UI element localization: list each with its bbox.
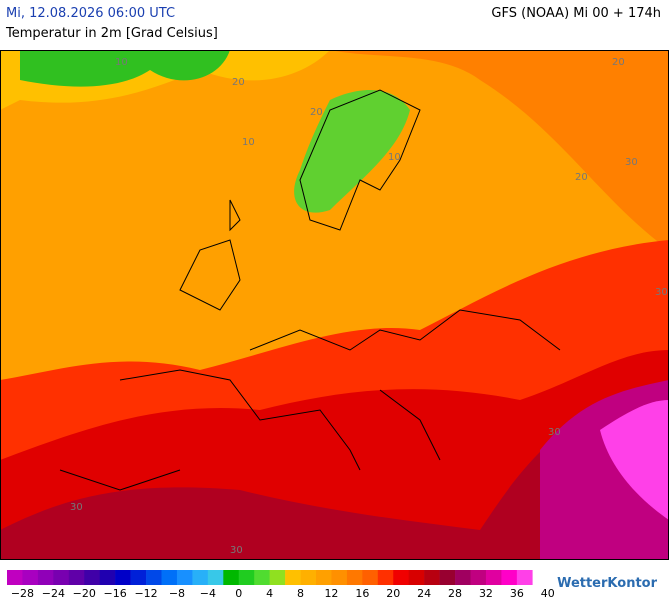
legend-swatch <box>115 570 131 585</box>
legend-label: −20 <box>73 587 96 600</box>
legend-swatch <box>192 570 209 585</box>
legend-swatch <box>501 570 518 585</box>
contour-label: 30 <box>230 545 243 556</box>
legend-label: 12 <box>324 587 338 600</box>
legend-swatch <box>439 570 456 585</box>
legend-swatch <box>408 570 425 585</box>
legend-swatch <box>161 570 178 585</box>
legend-swatch <box>331 570 348 585</box>
legend-swatch <box>393 570 409 585</box>
legend-label: −12 <box>134 587 157 600</box>
legend-swatch <box>22 570 39 585</box>
contour-label: 20 <box>310 107 323 118</box>
legend-swatch <box>223 570 240 585</box>
color-legend: −28 −24 −20 −16 −12 −8 −4 0 4 8 12 16 20 24 28 32 36 40 <box>7 570 555 600</box>
legend-swatch <box>37 570 54 585</box>
legend-label: 4 <box>266 587 273 600</box>
contour-label: 20 <box>612 57 625 68</box>
legend-swatch <box>68 570 85 585</box>
legend-label: −16 <box>104 587 127 600</box>
subtitle: Temperatur in 2m [Grad Celsius] <box>6 26 218 41</box>
legend-swatch <box>7 570 23 585</box>
legend-swatch <box>470 570 487 585</box>
contour-label: 30 <box>625 157 638 168</box>
magenta-field <box>600 400 669 520</box>
legend-swatch <box>176 570 193 585</box>
legend-swatch <box>99 570 116 585</box>
legend-swatch <box>346 570 363 585</box>
cool-field <box>20 50 230 87</box>
contour-label: 30 <box>548 427 561 438</box>
legend-swatch <box>362 570 379 585</box>
legend-label: 32 <box>479 587 493 600</box>
legend-swatch <box>424 570 440 585</box>
legend-label: 8 <box>297 587 304 600</box>
scandinavia-cool <box>294 90 410 213</box>
legend-label: 28 <box>448 587 462 600</box>
contour-label: 20 <box>232 77 245 88</box>
legend-swatch <box>269 570 286 585</box>
legend-label: −24 <box>42 587 65 600</box>
contour-label: 10 <box>242 137 255 148</box>
contour-label: 20 <box>575 172 588 183</box>
legend-swatch <box>377 570 394 585</box>
legend-swatch <box>238 570 255 585</box>
brand-logo: WetterKontor <box>557 576 657 591</box>
legend-label: −28 <box>11 587 34 600</box>
legend-swatch <box>84 570 100 585</box>
extreme-field <box>0 380 669 560</box>
legend-swatch <box>254 570 270 585</box>
legend-swatch <box>516 570 533 585</box>
contour-label: 30 <box>655 287 668 298</box>
legend-label: 24 <box>417 587 431 600</box>
contour-label: 10 <box>115 57 128 68</box>
legend-label: 36 <box>510 587 524 600</box>
legend-swatch <box>300 570 317 585</box>
contour-label: 10 <box>388 152 401 163</box>
temperature-map: 10 10 10 20 20 20 20 30 30 30 30 30 <box>0 50 669 560</box>
legend-label: 20 <box>386 587 400 600</box>
coastlines <box>59 89 561 491</box>
datetime: Mi, 12.08.2026 06:00 UTC <box>6 6 176 21</box>
contour-label: 30 <box>70 502 83 513</box>
legend-label: 16 <box>355 587 369 600</box>
legend-label: 0 <box>235 587 242 600</box>
legend-label: −8 <box>169 587 185 600</box>
legend-swatch <box>455 570 471 585</box>
legend-swatch <box>316 570 332 585</box>
legend-swatch <box>485 570 502 585</box>
legend-swatch <box>53 570 70 585</box>
legend-swatch <box>146 570 162 585</box>
legend-swatch <box>207 570 224 585</box>
legend-label: 40 <box>541 587 555 600</box>
model-run: GFS (NOAA) Mi 00 + 174h <box>491 6 661 21</box>
legend-swatch <box>130 570 147 585</box>
legend-swatch <box>285 570 301 585</box>
legend-label: −4 <box>200 587 216 600</box>
warm-field <box>0 50 669 250</box>
